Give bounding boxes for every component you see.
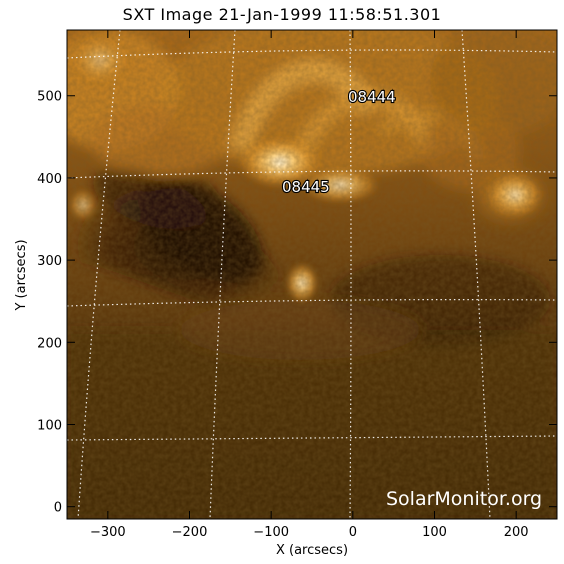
x-tick-label: 0 xyxy=(349,525,357,540)
image-title: SXT Image 21-Jan-1999 11:58:51.301 xyxy=(122,5,442,24)
y-tick-label: 100 xyxy=(37,418,62,433)
y-tick-label: 300 xyxy=(37,254,62,269)
x-tick-label: −100 xyxy=(253,525,289,540)
y-axis-ticks: 0 100 200 300 400 500 xyxy=(37,90,557,516)
x-tick-label: −300 xyxy=(90,525,126,540)
active-region-label: 08445 xyxy=(282,178,330,196)
heliographic-grid xyxy=(67,30,557,519)
watermark: SolarMonitor.org xyxy=(386,488,542,510)
plot-frame xyxy=(66,29,558,520)
x-tick-label: −200 xyxy=(172,525,208,540)
y-tick-label: 0 xyxy=(54,501,62,516)
x-tick-label: 200 xyxy=(504,525,529,540)
y-tick-label: 400 xyxy=(37,172,62,187)
solar-xray-image xyxy=(67,30,557,519)
x-axis-title: X (arcsecs) xyxy=(276,543,348,558)
x-axis-ticks: −300 −200 −100 0 100 200 xyxy=(90,30,529,540)
y-tick-label: 500 xyxy=(37,90,62,105)
y-axis-title: Y (arcsecs) xyxy=(14,239,29,311)
active-region-label: 08444 xyxy=(348,88,396,106)
y-tick-label: 200 xyxy=(37,336,62,351)
x-tick-label: 100 xyxy=(422,525,447,540)
